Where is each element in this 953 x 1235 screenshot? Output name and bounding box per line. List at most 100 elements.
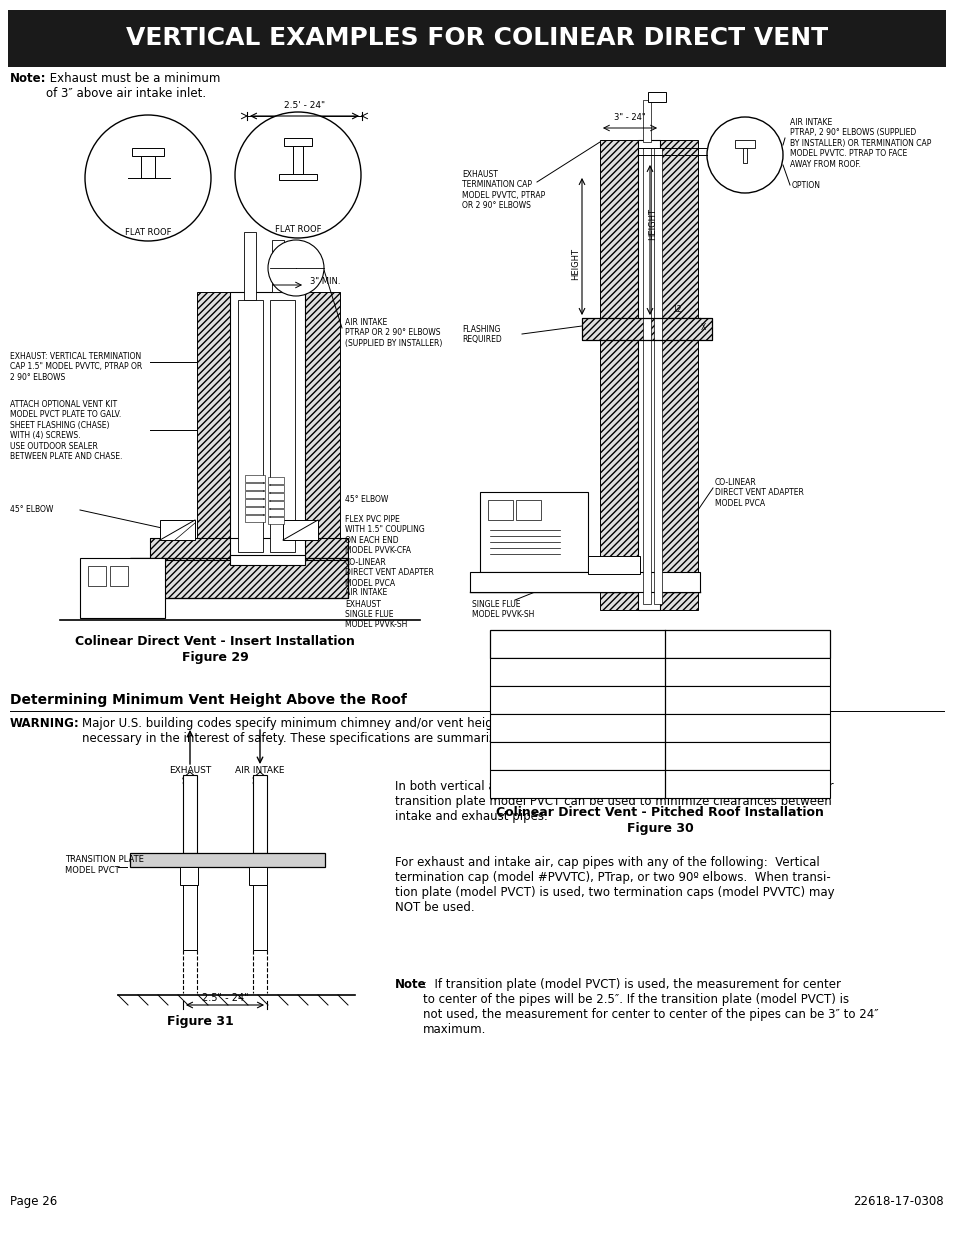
Bar: [742, 148, 746, 163]
Text: Figure 29: Figure 29: [181, 651, 248, 664]
Text: Determining Minimum Vent Height Above the Roof: Determining Minimum Vent Height Above th…: [10, 693, 406, 706]
Bar: [305, 291, 339, 559]
Text: FLASHING
REQUIRED: FLASHING REQUIRED: [461, 325, 501, 345]
Text: AIR INTAKE: AIR INTAKE: [235, 766, 284, 776]
Text: Over 16/12 to 21/12: Over 16/12 to 21/12: [494, 779, 598, 789]
Bar: [237, 300, 263, 552]
Bar: [490, 742, 829, 769]
Text: EXHAUST: EXHAUST: [345, 600, 380, 609]
Text: Over 8/12 to 16/12: Over 8/12 to 16/12: [494, 751, 592, 761]
Bar: [230, 291, 305, 559]
Circle shape: [706, 117, 782, 193]
Text: :  If transition plate (model PVCT) is used, the measurement for center
to cente: : If transition plate (model PVCT) is us…: [422, 978, 878, 1036]
Bar: [642, 148, 650, 604]
Bar: [80, 558, 165, 618]
Text: TRANSITION PLATE
MODEL PVCT: TRANSITION PLATE MODEL PVCT: [65, 856, 144, 874]
Bar: [284, 138, 312, 146]
Text: EXHAUST: EXHAUST: [169, 766, 211, 776]
Text: WARNING:: WARNING:: [10, 718, 80, 730]
Text: In both vertical and horizontal colinear direct vent applications, a colinear
tr: In both vertical and horizontal colinear…: [395, 781, 833, 823]
Bar: [245, 515, 265, 522]
Text: EXHAUST: VERTICAL TERMINATION
CAP 1.5" MODEL PVVTC, PTRAP OR
2 90° ELBOWS: EXHAUST: VERTICAL TERMINATION CAP 1.5" M…: [10, 352, 142, 382]
Bar: [183, 776, 196, 853]
Text: 2.5' - 24": 2.5' - 24": [284, 101, 325, 110]
Bar: [654, 148, 661, 604]
Bar: [196, 291, 232, 559]
Bar: [490, 714, 829, 742]
Bar: [490, 658, 829, 685]
Text: 45° ELBOW: 45° ELBOW: [10, 505, 53, 515]
Bar: [150, 538, 348, 559]
Text: Over 7/12 to 8/12: Over 7/12 to 8/12: [494, 722, 585, 734]
Text: VERTICAL EXAMPLES FOR COLINEAR DIRECT VENT: VERTICAL EXAMPLES FOR COLINEAR DIRECT VE…: [126, 26, 827, 49]
Bar: [110, 566, 128, 585]
Bar: [516, 500, 540, 520]
Bar: [268, 501, 284, 508]
Text: Page 26: Page 26: [10, 1195, 57, 1208]
Bar: [150, 538, 348, 559]
Text: Major U.S. building codes specify minimum chimney and/or vent height above the r: Major U.S. building codes specify minimu…: [82, 718, 787, 745]
Text: 6/12 to 7/12: 6/12 to 7/12: [494, 695, 558, 705]
Text: 24″ (610 mm): 24″ (610 mm): [668, 751, 740, 761]
Bar: [581, 317, 711, 340]
Bar: [88, 566, 106, 585]
Bar: [647, 91, 665, 103]
Bar: [278, 174, 316, 180]
Text: FLEX PVC PIPE
WITH 1.5" COUPLING
ON EACH END
MODEL PVVK-CFA: FLEX PVC PIPE WITH 1.5" COUPLING ON EACH…: [345, 515, 424, 556]
Text: SINGLE FLUE
MODEL PVVK-SH: SINGLE FLUE MODEL PVVK-SH: [345, 610, 407, 630]
Bar: [160, 520, 194, 540]
Bar: [479, 492, 587, 572]
Bar: [253, 776, 267, 853]
Bar: [180, 867, 198, 885]
Text: 45° ELBOW: 45° ELBOW: [345, 495, 388, 505]
Bar: [293, 146, 303, 174]
Bar: [268, 493, 284, 500]
Text: Flat to 6/12: Flat to 6/12: [494, 667, 553, 677]
Text: For exhaust and intake air, cap pipes with any of the following:  Vertical
termi: For exhaust and intake air, cap pipes wi…: [395, 856, 834, 914]
Text: ATTACH OPTIONAL VENT KIT
MODEL PVCT PLATE TO GALV.
SHEET FLASHING (CHASE)
WITH (: ATTACH OPTIONAL VENT KIT MODEL PVCT PLAT…: [10, 400, 122, 461]
Text: FLAT ROOF: FLAT ROOF: [274, 225, 321, 233]
Bar: [245, 508, 265, 514]
Bar: [490, 630, 829, 658]
Text: AIR INTAKE
PTRAP OR 2 90° ELBOWS
(SUPPLIED BY INSTALLER): AIR INTAKE PTRAP OR 2 90° ELBOWS (SUPPLI…: [345, 317, 442, 348]
Bar: [581, 317, 711, 340]
Circle shape: [85, 115, 211, 241]
Bar: [268, 509, 284, 516]
Bar: [490, 769, 829, 798]
Text: H (Min.): H (Min.): [668, 638, 719, 650]
Bar: [132, 148, 164, 156]
Bar: [599, 140, 638, 610]
Text: Exhaust must be a minimum
of 3″ above air intake inlet.: Exhaust must be a minimum of 3″ above ai…: [46, 72, 220, 100]
Text: X: X: [700, 324, 705, 332]
Text: 3" MIN.: 3" MIN.: [310, 278, 340, 287]
Bar: [8, 10, 945, 67]
Circle shape: [234, 112, 360, 238]
Bar: [245, 499, 265, 506]
Bar: [130, 853, 325, 867]
Bar: [230, 555, 305, 564]
Text: 15″ (381 mm): 15″ (381 mm): [668, 695, 740, 705]
Text: Colinear Direct Vent - Pitched Roof Installation: Colinear Direct Vent - Pitched Roof Inst…: [496, 806, 823, 819]
Text: 36″ (914 mm): 36″ (914 mm): [668, 779, 740, 789]
Bar: [245, 483, 265, 490]
Bar: [268, 517, 284, 524]
Text: 18″ (457 mm): 18″ (457 mm): [668, 722, 740, 734]
Bar: [268, 477, 284, 484]
Text: HEIGHT: HEIGHT: [571, 248, 579, 280]
Bar: [183, 885, 196, 950]
Text: Colinear Direct Vent - Insert Installation: Colinear Direct Vent - Insert Installati…: [75, 635, 355, 648]
Text: 12: 12: [671, 305, 680, 314]
Text: 3" - 24": 3" - 24": [614, 112, 645, 122]
Text: Figure 31: Figure 31: [167, 1015, 233, 1028]
Bar: [245, 475, 265, 482]
Text: 22618-17-0308: 22618-17-0308: [853, 1195, 943, 1208]
Bar: [249, 867, 267, 885]
Text: 12″ (305 mm): 12″ (305 mm): [668, 667, 740, 677]
Bar: [141, 156, 154, 178]
Text: OPTION: OPTION: [791, 180, 821, 189]
Text: AIR INTAKE: AIR INTAKE: [345, 588, 387, 597]
Text: SINGLE FLUE
MODEL PVVK-SH: SINGLE FLUE MODEL PVVK-SH: [472, 600, 534, 620]
Bar: [470, 572, 700, 592]
Bar: [272, 240, 284, 291]
Circle shape: [268, 240, 324, 296]
